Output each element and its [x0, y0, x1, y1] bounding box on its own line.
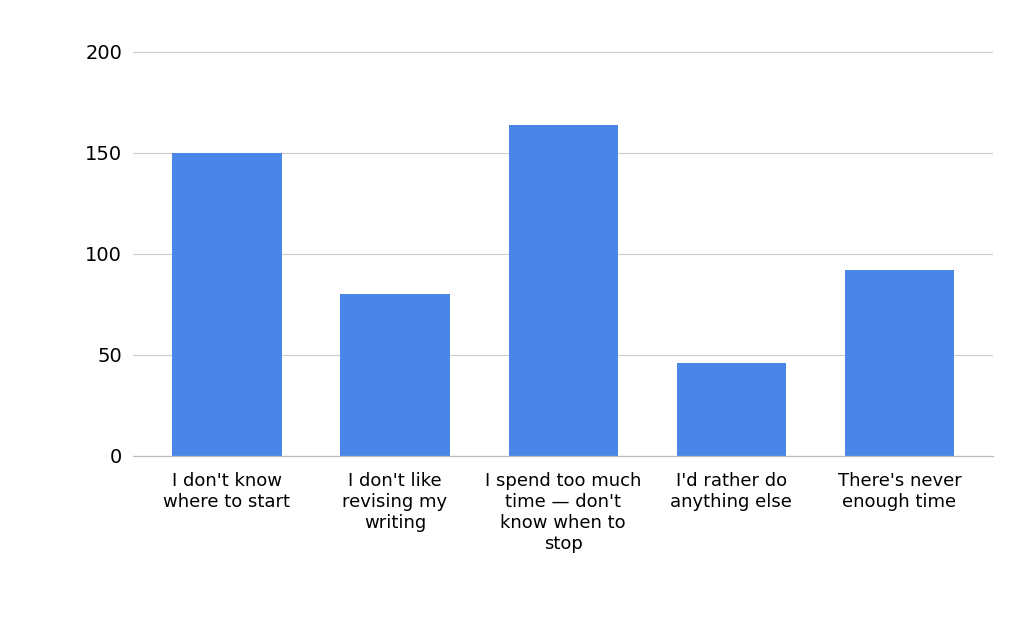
Bar	[172, 153, 282, 456]
Bar	[845, 270, 954, 456]
Bar	[340, 294, 450, 456]
Bar	[677, 363, 786, 456]
Bar	[509, 125, 617, 456]
